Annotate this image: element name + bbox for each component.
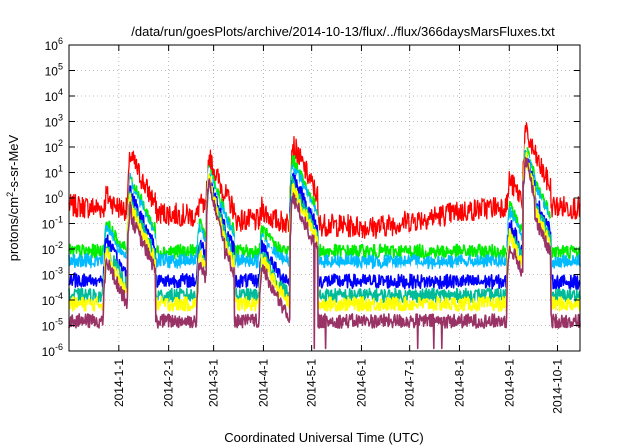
series-line-4	[68, 150, 581, 291]
x-tick-label: 2014-9-1	[502, 359, 516, 407]
series-line-0	[68, 122, 581, 240]
x-axis-ticks: 2014-1-1 2014-2-1 2014-3-1 2014-4-1 2014-5-1…	[112, 45, 565, 414]
chart-title: /data/run/goesPlots/archive/2014-10-13/f…	[131, 24, 555, 39]
x-tick-label: 2014-3-1	[207, 359, 221, 407]
x-tick-label: 2014-5-1	[305, 359, 319, 407]
plot-series	[68, 122, 581, 350]
series-line-7	[68, 156, 581, 350]
x-tick-label: 2014-8-1	[452, 359, 466, 407]
y-tick-label: 10-6	[42, 342, 63, 359]
y-tick-label: 103	[45, 113, 63, 130]
x-axis-label: Coordinated Universal Time (UTC)	[224, 430, 423, 445]
y-tick-label: 10-1	[42, 215, 63, 232]
y-axis-label: protons/cm2-s-sr-MeV	[5, 134, 21, 261]
y-axis-ticks: 10-6 10-5 10-4 10-3 10-2 10-1 100 101 102 103 104 1…	[42, 36, 580, 359]
x-tick-label: 2014-10-1	[551, 359, 565, 414]
x-tick-label: 2014-6-1	[354, 359, 368, 407]
x-tick-label: 2014-1-1	[112, 359, 126, 407]
y-tick-label: 101	[45, 164, 63, 181]
y-tick-label: 104	[45, 87, 63, 104]
y-tick-label: 10-3	[42, 266, 63, 283]
y-tick-label: 106	[45, 36, 63, 53]
y-tick-label: 10-4	[42, 291, 63, 308]
x-tick-label: 2014-4-1	[256, 359, 270, 407]
x-tick-label: 2014-2-1	[162, 359, 176, 407]
y-tick-label: 100	[45, 189, 63, 206]
y-tick-label: 102	[45, 138, 63, 155]
y-tick-label: 10-5	[42, 317, 63, 334]
x-tick-label: 2014-7-1	[403, 359, 417, 407]
y-tick-label: 10-2	[42, 240, 63, 257]
y-tick-label: 105	[45, 62, 63, 79]
